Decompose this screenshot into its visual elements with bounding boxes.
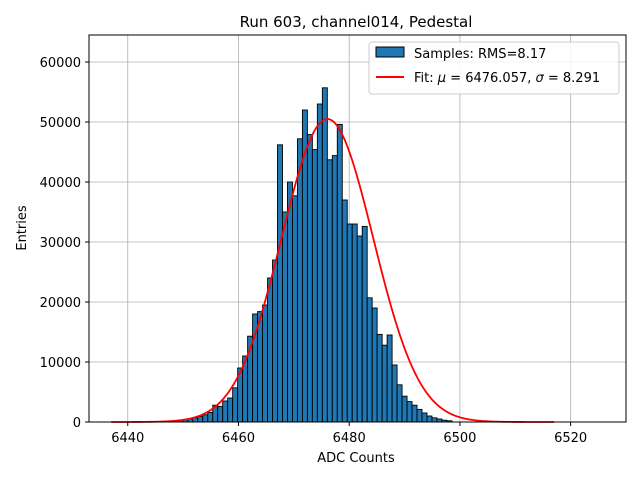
histogram-bar <box>386 334 393 423</box>
y-tick-label: 50000 <box>40 116 81 131</box>
histogram-bar <box>232 387 239 423</box>
y-axis-label: Entries <box>15 205 30 251</box>
histogram-bar <box>202 414 209 423</box>
histogram-bar <box>336 123 343 423</box>
x-tick-label: 6480 <box>333 431 366 446</box>
legend-fit-label: Fit: μ = 6476.057, σ = 8.291 <box>414 71 600 86</box>
y-tick-label: 30000 <box>40 236 81 251</box>
legend-fit-prefix: Fit: <box>414 71 438 86</box>
y-tick-label: 10000 <box>40 356 81 371</box>
plot-frame <box>88 34 627 423</box>
x-tick-label: 6520 <box>554 431 587 446</box>
legend-hist-label: Samples: RMS=8.17 <box>414 47 546 62</box>
histogram-bar <box>361 225 368 423</box>
x-tick-label: 6440 <box>111 431 144 446</box>
histogram-bar <box>257 311 264 423</box>
histogram-bar <box>376 333 383 423</box>
fit-curve <box>111 118 555 423</box>
histogram-bar <box>267 277 273 423</box>
legend-mu-value: = 6476.057, <box>446 71 535 86</box>
histogram-bar <box>316 103 323 423</box>
histogram-bar <box>431 417 438 423</box>
histogram-bar <box>416 408 423 423</box>
histogram-bar <box>396 384 403 423</box>
histogram-bar <box>381 344 388 423</box>
histogram-bar <box>351 223 358 423</box>
histogram-bar <box>371 307 378 423</box>
y-tick-label: 0 <box>73 416 81 431</box>
y-tick-label: 40000 <box>40 176 81 191</box>
histogram-bar <box>282 211 288 423</box>
histogram-bar <box>217 405 224 423</box>
histogram-bar <box>331 155 338 423</box>
y-tick-label: 20000 <box>40 296 81 311</box>
histogram-bar <box>222 400 229 423</box>
fit-curve-group <box>111 118 555 423</box>
histogram-bar <box>341 199 348 423</box>
histogram-bar <box>227 397 234 423</box>
y-tick-label: 60000 <box>40 56 81 71</box>
histogram-bar <box>277 144 283 423</box>
histogram-bars <box>177 87 453 423</box>
legend-mu-symbol: μ <box>437 71 446 86</box>
histogram-bar <box>207 411 214 423</box>
histogram-bar <box>356 235 363 423</box>
legend-sigma-value: = 8.291 <box>544 71 600 86</box>
histogram-bar <box>197 416 204 423</box>
histogram-bar <box>311 149 318 423</box>
histogram-bar <box>262 304 268 423</box>
histogram-bar <box>366 297 373 423</box>
histogram-bar <box>426 415 433 423</box>
legend: Samples: RMS=8.17 Fit: μ = 6476.057, σ =… <box>368 41 620 95</box>
histogram-bar <box>391 364 398 423</box>
histogram-bar <box>306 134 313 423</box>
histogram-bar <box>421 412 428 423</box>
axis-ticks: 6440 6460 6480 6500 6520 0 10000 20000 30000 4000… <box>40 56 588 446</box>
histogram-bar <box>272 259 278 423</box>
histogram-bar <box>411 404 418 423</box>
histogram-bar <box>401 395 408 423</box>
histogram-bar <box>321 87 328 423</box>
histogram-bar <box>406 401 413 423</box>
chart-title: Run 603, channel014, Pedestal <box>240 13 473 31</box>
x-axis-label: ADC Counts <box>317 451 395 466</box>
legend-frame <box>368 41 620 95</box>
histogram-bar <box>287 181 293 423</box>
legend-sigma-symbol: σ <box>536 71 545 86</box>
x-tick-label: 6460 <box>222 431 255 446</box>
x-tick-label: 6500 <box>443 431 476 446</box>
histogram-bar <box>296 138 303 423</box>
histogram-bar <box>346 223 353 423</box>
legend-hist-swatch <box>375 46 405 58</box>
histogram-bar <box>292 195 298 423</box>
histogram-bar <box>326 159 333 423</box>
